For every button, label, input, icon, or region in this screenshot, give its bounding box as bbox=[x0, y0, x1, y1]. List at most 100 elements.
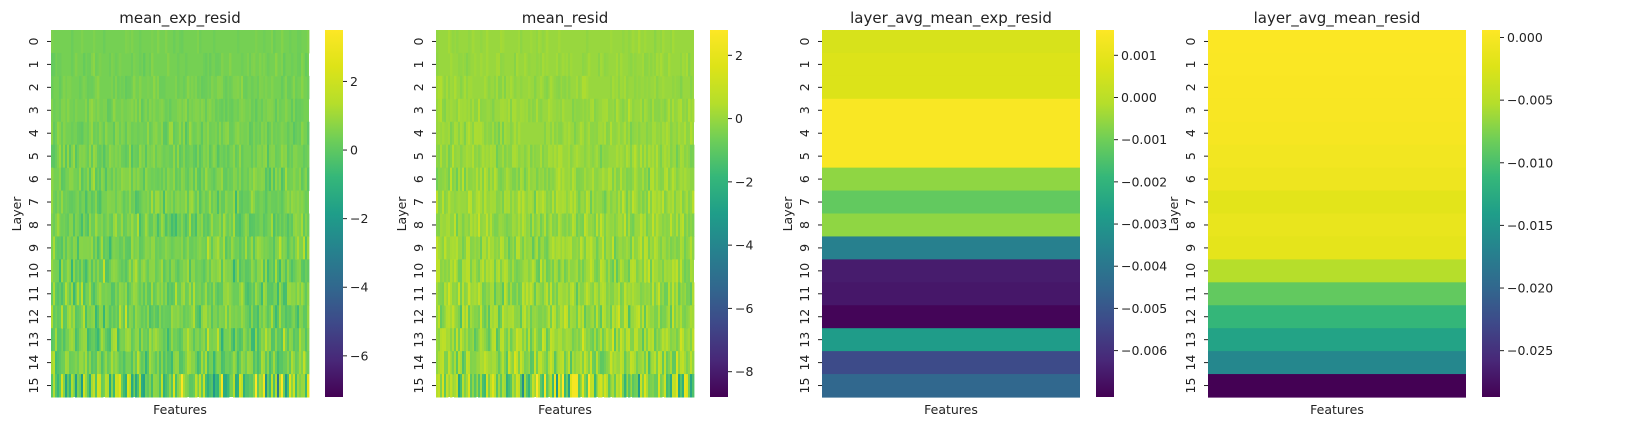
heatmap-cell bbox=[207, 374, 210, 398]
heatmap-cell bbox=[448, 213, 451, 237]
heatmap-cell bbox=[285, 374, 288, 398]
heatmap-cell bbox=[297, 213, 300, 237]
heatmap-cell bbox=[253, 121, 256, 146]
heatmap-cell bbox=[616, 374, 619, 398]
heatmap-cell bbox=[674, 167, 677, 192]
heatmap-cell bbox=[490, 167, 493, 192]
heatmap-cell bbox=[492, 374, 495, 398]
heatmap-cell bbox=[53, 98, 56, 123]
heatmap-cell bbox=[109, 213, 112, 237]
heatmap-cell bbox=[187, 121, 190, 146]
heatmap-cell bbox=[656, 282, 659, 306]
heatmap-cell bbox=[536, 167, 539, 192]
heatmap-cell bbox=[482, 144, 485, 169]
heatmap-cell bbox=[640, 98, 643, 123]
heatmap-cell bbox=[295, 374, 298, 398]
heatmap-cell bbox=[496, 121, 499, 146]
heatmap-cell bbox=[77, 282, 80, 306]
heatmap-cell bbox=[99, 351, 102, 375]
heatmap-cell bbox=[442, 98, 445, 123]
heatmap-cell bbox=[612, 374, 615, 398]
heatmap-cell bbox=[668, 351, 671, 375]
heatmap-cell bbox=[654, 52, 657, 77]
heatmap-cell bbox=[301, 328, 304, 352]
heatmap-cell bbox=[109, 305, 112, 329]
heatmap-cell bbox=[287, 305, 290, 329]
heatmap-cell bbox=[255, 351, 258, 375]
heatmap-cell bbox=[57, 351, 60, 375]
heatmap-cell bbox=[444, 328, 447, 352]
colorbar-tick-label: −0.003 bbox=[1121, 217, 1167, 232]
heatmap-cell bbox=[674, 190, 677, 214]
heatmap-cell bbox=[572, 259, 575, 283]
heatmap-cell bbox=[285, 190, 288, 214]
heatmap-cell bbox=[470, 121, 473, 146]
heatmap-cell bbox=[205, 167, 208, 192]
heatmap-cell bbox=[464, 236, 467, 260]
x-axis-label: Features bbox=[1310, 402, 1364, 417]
heatmap-cell bbox=[79, 305, 82, 329]
heatmap-cell bbox=[542, 52, 545, 77]
heatmap-cell bbox=[209, 236, 212, 260]
heatmap-cell bbox=[183, 213, 186, 237]
heatmap-cell bbox=[265, 167, 268, 192]
heatmap-cell bbox=[269, 259, 272, 283]
heatmap-cell bbox=[672, 259, 675, 283]
heatmap-cell bbox=[500, 75, 503, 100]
heatmap-cell bbox=[456, 121, 459, 146]
heatmap-cell bbox=[662, 190, 665, 214]
heatmap-cell bbox=[61, 282, 64, 306]
heatmap-cell bbox=[115, 190, 118, 214]
heatmap-cell bbox=[141, 259, 144, 283]
heatmap-cell bbox=[672, 75, 675, 100]
heatmap-cell bbox=[462, 236, 465, 260]
heatmap-cell bbox=[642, 374, 645, 398]
heatmap-cell bbox=[480, 167, 483, 192]
y-tick-label: 8 bbox=[411, 221, 426, 229]
heatmap-cell bbox=[560, 144, 563, 169]
y-tick-label: 0 bbox=[797, 37, 812, 45]
heatmap-cell bbox=[536, 30, 539, 54]
heatmap-cell bbox=[225, 259, 228, 283]
heatmap-cell bbox=[650, 236, 653, 260]
heatmap-cell bbox=[484, 75, 487, 100]
heatmap-cell bbox=[468, 328, 471, 352]
heatmap-cell bbox=[209, 190, 212, 214]
heatmap-row bbox=[1208, 259, 1466, 283]
heatmap-cell bbox=[167, 236, 170, 260]
heatmap-cell bbox=[616, 213, 619, 237]
heatmap-cell bbox=[183, 190, 186, 214]
heatmap-cell bbox=[227, 144, 230, 169]
heatmap-cell bbox=[291, 328, 294, 352]
heatmap-cell bbox=[221, 351, 224, 375]
heatmap-cell bbox=[494, 259, 497, 283]
heatmap-cell bbox=[456, 236, 459, 260]
heatmap-cell bbox=[638, 167, 641, 192]
heatmap-cell bbox=[171, 144, 174, 169]
heatmap-cell bbox=[79, 351, 82, 375]
heatmap-cell bbox=[458, 259, 461, 283]
heatmap-cell bbox=[69, 374, 72, 398]
heatmap-cell bbox=[177, 259, 180, 283]
heatmap-cell bbox=[127, 144, 130, 169]
heatmap-cell bbox=[584, 121, 587, 146]
heatmap-cell bbox=[464, 75, 467, 100]
heatmap-cell bbox=[95, 190, 98, 214]
heatmap-cell bbox=[518, 167, 521, 192]
heatmap-cell bbox=[301, 236, 304, 260]
heatmap-cell bbox=[97, 374, 100, 398]
y-tick-label: 1 bbox=[797, 60, 812, 68]
heatmap-cell bbox=[484, 374, 487, 398]
heatmap-cell bbox=[59, 167, 62, 192]
y-tick-label: 3 bbox=[411, 106, 426, 114]
heatmap-cell bbox=[115, 351, 118, 375]
heatmap-cell bbox=[297, 30, 300, 54]
heatmap-cell bbox=[488, 305, 491, 329]
heatmap-cell bbox=[273, 328, 276, 352]
heatmap-row bbox=[822, 282, 1080, 306]
heatmap-cell bbox=[109, 374, 112, 398]
heatmap-cell bbox=[87, 52, 90, 77]
heatmap-cell bbox=[646, 121, 649, 146]
heatmap-cell bbox=[109, 98, 112, 123]
heatmap-cell bbox=[169, 98, 172, 123]
